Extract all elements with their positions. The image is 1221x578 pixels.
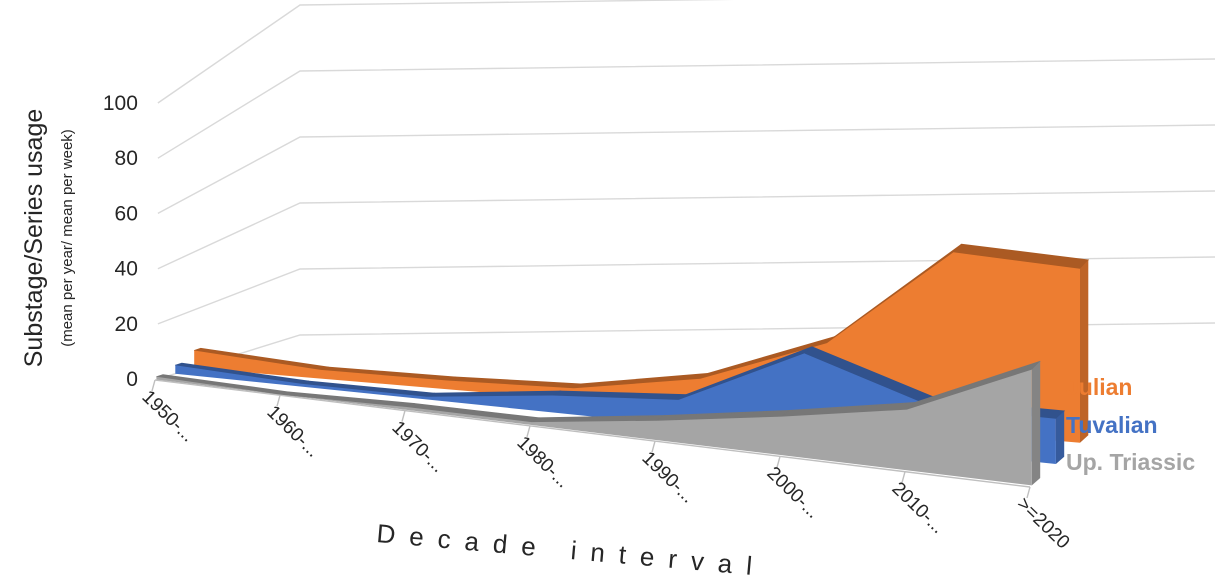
series-label-up-triassic: Up. Triassic bbox=[1066, 449, 1195, 475]
x-tick-mark bbox=[901, 471, 906, 483]
series-end-cap bbox=[1031, 361, 1041, 486]
x-tick-mark bbox=[151, 379, 156, 392]
x-tick-mark bbox=[276, 395, 281, 407]
y-axis-title: Substage/Series usage bbox=[20, 109, 48, 368]
x-tick-label: 1960-... bbox=[263, 402, 324, 462]
y-tick-label: 100 bbox=[103, 92, 138, 115]
series-up-triassic bbox=[156, 360, 1041, 486]
x-tick-label: 1980-... bbox=[513, 432, 574, 492]
series-end-cap bbox=[1080, 259, 1089, 443]
gridline-80 bbox=[157, 58, 1216, 159]
series-end-cap bbox=[1055, 411, 1065, 464]
gridline-100 bbox=[157, 0, 735, 104]
x-axis-title: Decade interval bbox=[375, 518, 767, 578]
x-tick-mark bbox=[401, 410, 406, 422]
x-tick-label: 1950-... bbox=[138, 386, 199, 446]
y-tick-label: 0 bbox=[126, 368, 138, 391]
gridline-20 bbox=[157, 256, 1216, 325]
x-tick-label: 1970-... bbox=[388, 417, 449, 477]
x-tick-mark bbox=[651, 440, 656, 453]
labels: Substage/Series usage (mean per year/ me… bbox=[20, 109, 767, 578]
y-tick-label: 80 bbox=[115, 147, 138, 170]
x-tick-mark bbox=[1026, 486, 1031, 499]
series-label-tuvalian: Tuvalian bbox=[1066, 412, 1158, 438]
x-axis-line bbox=[154, 379, 1031, 488]
x-tick-label: 2000-... bbox=[763, 463, 824, 523]
gridline-40 bbox=[157, 190, 1216, 270]
x-tick-mark bbox=[776, 456, 781, 468]
series-label-julian: Julian bbox=[1066, 374, 1132, 400]
x-tick-label: >=2020 bbox=[1013, 493, 1074, 553]
series-area-face bbox=[156, 369, 1032, 486]
x-tick-label: 1990-... bbox=[638, 448, 699, 508]
x-tick-label: 2010-... bbox=[888, 478, 949, 538]
series-areas bbox=[156, 243, 1090, 486]
y-tick-label: 40 bbox=[115, 258, 138, 281]
y-tick-label: 20 bbox=[115, 313, 138, 336]
x-tick-mark bbox=[526, 425, 531, 438]
y-axis-subtitle: (mean per year/ mean per week) bbox=[59, 129, 76, 347]
gridline-60 bbox=[157, 124, 1216, 215]
y-tick-label: 60 bbox=[115, 202, 138, 225]
